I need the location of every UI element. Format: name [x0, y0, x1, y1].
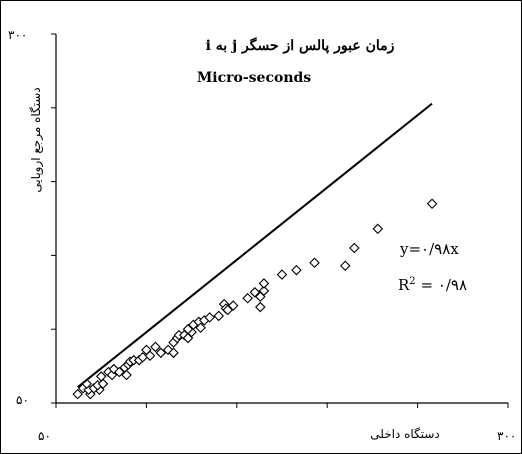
data-point: [349, 242, 360, 254]
equation-label: y=۰/۹۸x: [399, 240, 459, 258]
data-point: [309, 257, 320, 269]
data-point: [291, 264, 302, 276]
data-point: [227, 300, 239, 311]
data-point: [276, 269, 288, 280]
y-axis-ticks: [51, 33, 56, 404]
data-point: [97, 378, 109, 390]
data-point: [242, 292, 253, 304]
data-point: [222, 304, 234, 316]
x-tick-label-max: ۳۰۰: [497, 429, 516, 443]
y-tick-label-max: ۳۰۰: [8, 28, 27, 42]
data-point: [182, 323, 194, 335]
data-point: [204, 312, 215, 323]
data-points: [72, 198, 438, 400]
data-point: [155, 347, 167, 359]
data-point: [258, 285, 270, 297]
data-point: [213, 310, 224, 322]
data-point: [249, 287, 261, 298]
data-point: [95, 371, 107, 382]
x-tick-label-min: ۵۰: [38, 429, 51, 443]
x-axis-ticks: [55, 403, 509, 408]
data-point: [340, 260, 351, 272]
data-point: [144, 350, 156, 362]
data-point: [72, 388, 83, 400]
data-point: [255, 301, 266, 313]
data-point: [372, 223, 384, 235]
y-tick-label-min: ۵۰: [16, 393, 29, 407]
data-point: [150, 341, 161, 353]
chart-subtitle: Micro-seconds: [197, 70, 311, 86]
data-point: [121, 369, 132, 381]
data-point: [258, 278, 270, 289]
data-point: [168, 347, 179, 359]
data-point: [426, 198, 438, 210]
chart-title: زمان عبور پالس از حسگر j به i: [206, 37, 395, 54]
data-point: [114, 366, 125, 378]
data-point: [195, 322, 206, 334]
r-squared-label: R2 = ۰/۹۸: [398, 276, 467, 294]
trendline: [77, 102, 433, 388]
x-axis-label: دستگاه داخلی: [370, 427, 439, 441]
y-axis-label: دستگاه مرجع اروپایی: [29, 87, 44, 192]
